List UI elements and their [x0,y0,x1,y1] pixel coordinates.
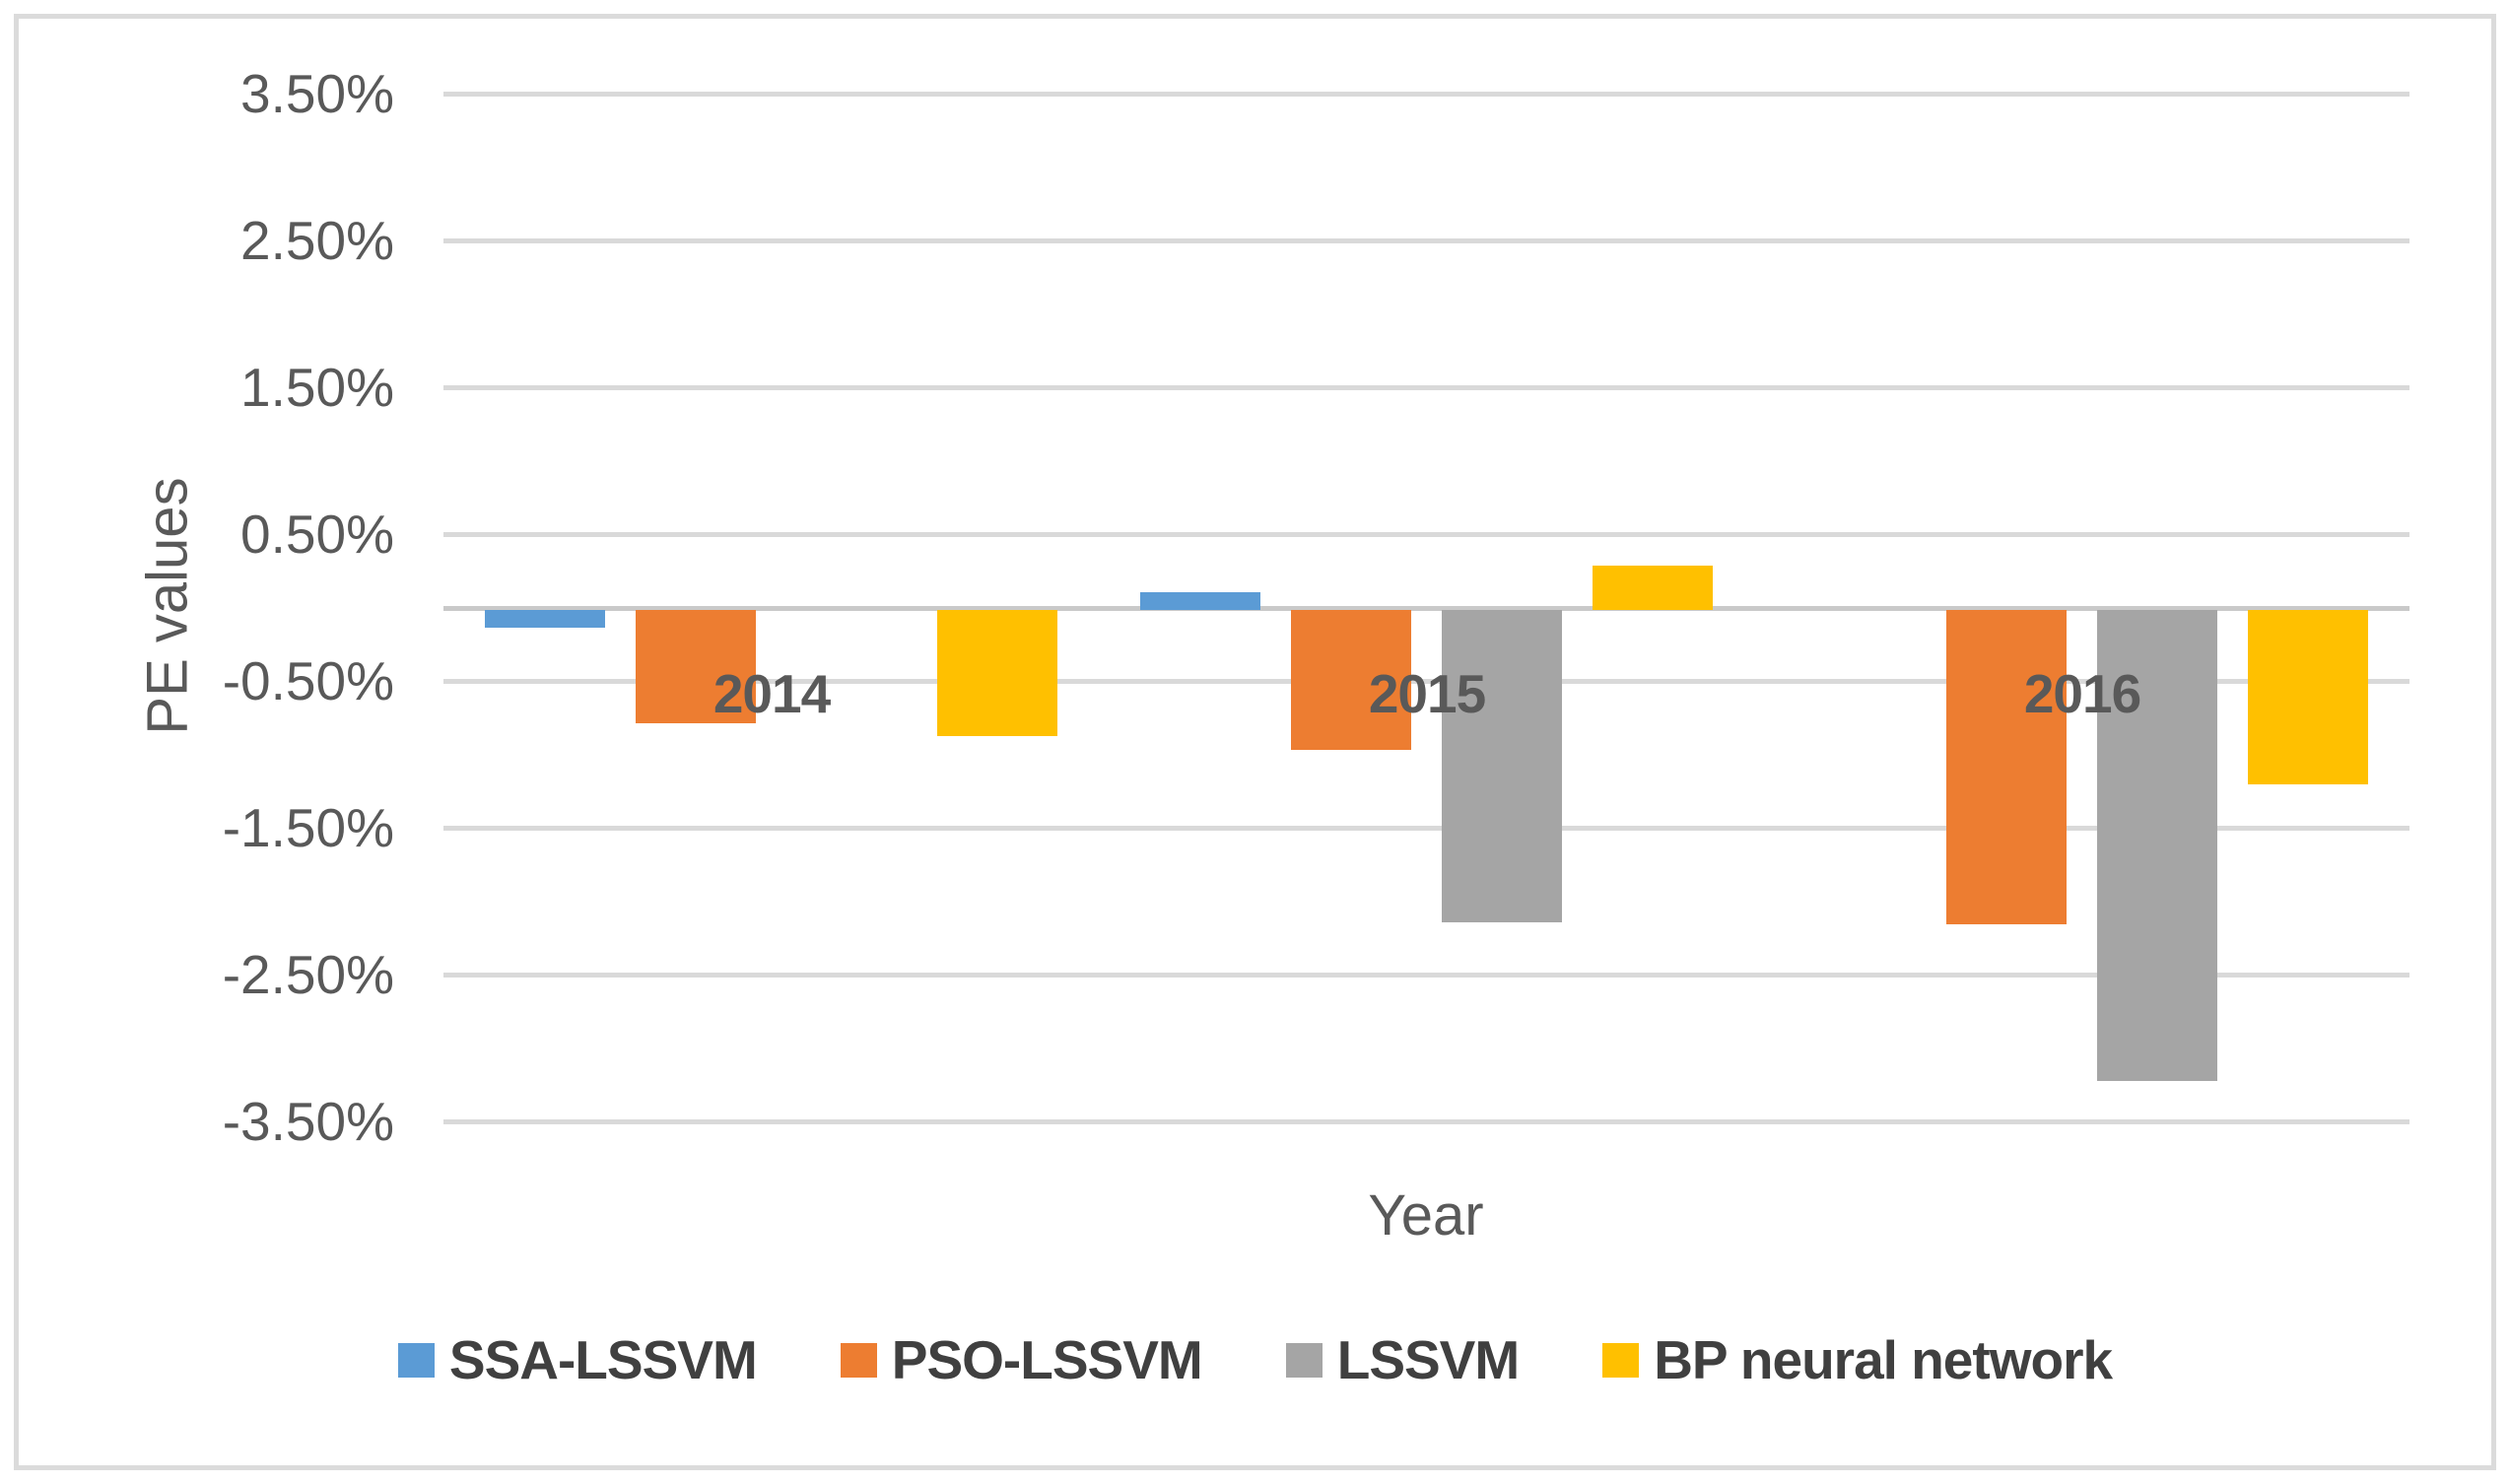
legend: SSA-LSSVM PSO-LSSVM LSSVM BP neural network [0,1328,2510,1391]
legend-label: SSA-LSSVM [448,1329,758,1390]
category-label-2015: 2015 [1368,663,1486,724]
legend-label: LSSVM [1336,1329,1520,1390]
category-label-2014: 2014 [712,663,831,724]
bar-bp-neural-network-2016 [2248,610,2368,784]
y-axis-tick-label: 2.50% [240,210,394,271]
gridline [443,238,2409,243]
y-axis-tick-label: -3.50% [222,1091,394,1152]
y-axis-tick-label: 3.50% [240,63,394,124]
legend-item-bp-neural-network: BP neural network [1602,1328,2113,1391]
gridline [443,826,2409,831]
gridline [443,532,2409,537]
y-axis-tick-label: 1.50% [240,357,394,418]
legend-swatch-icon [1285,1342,1323,1378]
legend-item-ssa-lssvm: SSA-LSSVM [397,1328,758,1391]
legend-item-lssvm: LSSVM [1285,1328,1520,1391]
legend-item-pso-lssvm: PSO-LSSVM [840,1328,1203,1391]
legend-swatch-icon [397,1342,435,1378]
legend-label: BP neural network [1654,1329,2113,1390]
gridline [443,92,2409,97]
bar-bp-neural-network-2015 [1593,566,1713,610]
gridline [443,385,2409,390]
y-axis-tick-label: -2.50% [222,944,394,1005]
bar-bp-neural-network-2014 [937,610,1057,736]
legend-label: PSO-LSSVM [891,1329,1203,1390]
bar-lssvm-2016 [2097,610,2217,1081]
y-axis-tick-label: -0.50% [222,650,394,711]
gridline [443,679,2409,684]
y-axis-tick-label: -1.50% [222,797,394,858]
category-label-2016: 2016 [2023,663,2141,724]
plot-area: 2014 2015 2016 [443,92,2409,1124]
legend-swatch-icon [840,1342,877,1378]
legend-swatch-icon [1602,1342,1640,1378]
bar-lssvm-2015 [1442,610,1562,922]
zero-axis-line [443,605,2409,611]
figure-border [14,14,2496,1470]
gridline [443,1119,2409,1124]
bar-pso-lssvm-2015 [1291,610,1411,750]
y-axis-tick-label: 0.50% [240,504,394,565]
bar-pso-lssvm-2016 [1946,610,2067,924]
y-axis-title: PE values [135,477,200,735]
bar-pso-lssvm-2014 [636,610,756,723]
bar-ssa-lssvm-2014 [485,610,605,628]
bar-ssa-lssvm-2015 [1140,592,1260,610]
gridline [443,973,2409,978]
x-axis-title: Year [1368,1183,1484,1248]
